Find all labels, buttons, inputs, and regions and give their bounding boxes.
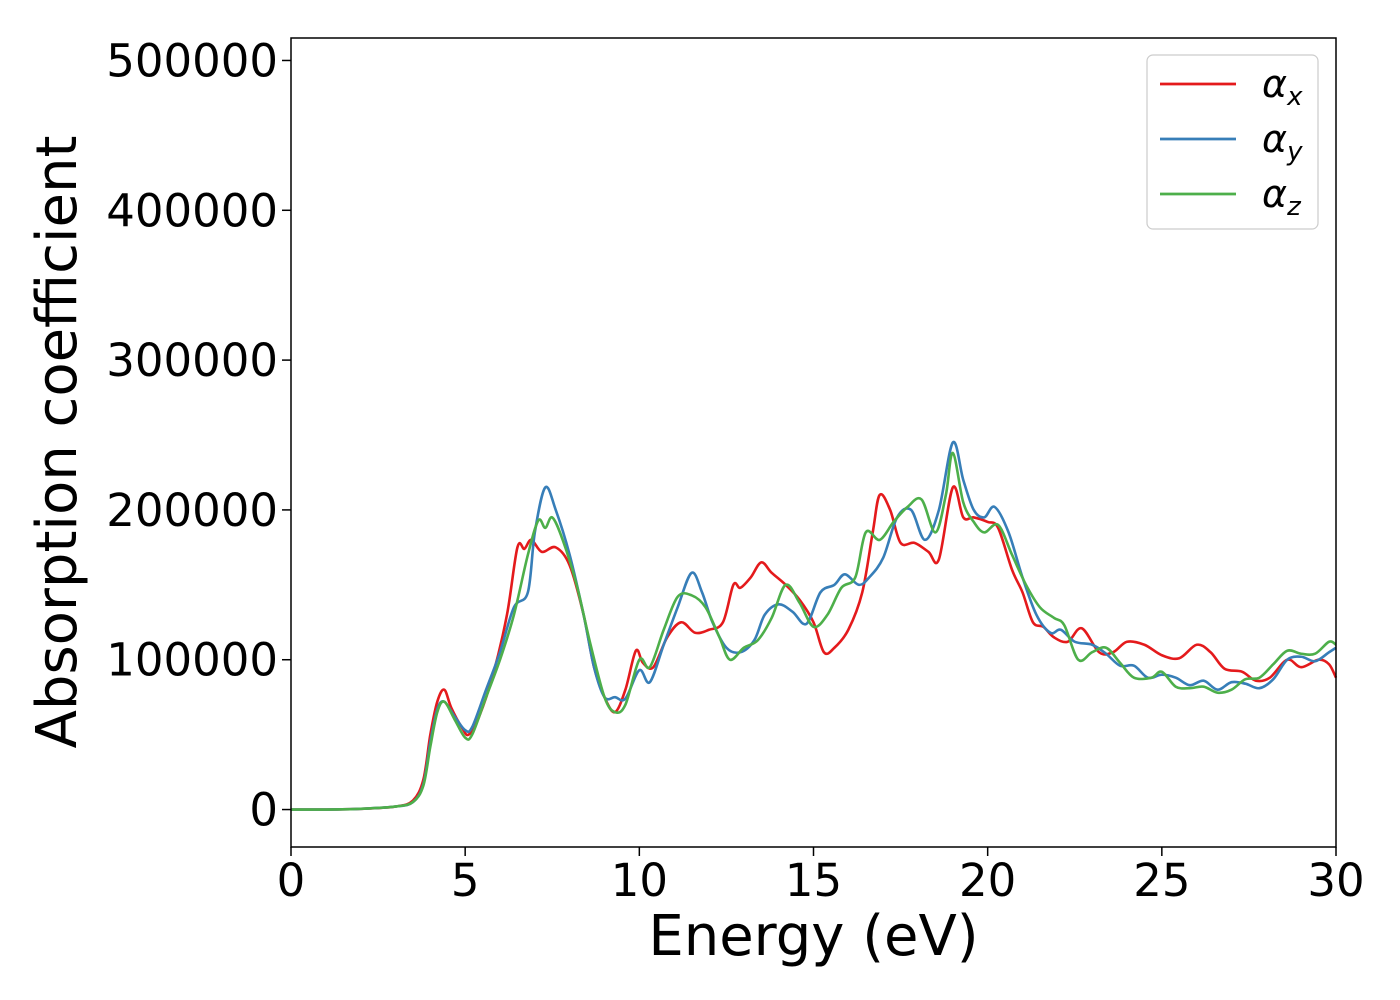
y-tick-label: 200000 xyxy=(106,484,278,537)
x-tick-label: 0 xyxy=(277,854,306,907)
x-tick-label: 30 xyxy=(1307,854,1364,907)
y-tick-label: 300000 xyxy=(106,334,278,387)
x-tick-label: 25 xyxy=(1133,854,1190,907)
series-layer xyxy=(290,440,1338,811)
x-tick-label: 10 xyxy=(611,854,668,907)
legend-box xyxy=(1146,54,1319,230)
series-line-z xyxy=(290,451,1337,811)
x-axis-title: Energy (eV) xyxy=(648,904,978,969)
x-tick-label: 20 xyxy=(959,854,1016,907)
legend-label-y: αy xyxy=(1262,117,1303,167)
series-line-x xyxy=(290,485,1338,811)
series-line-y xyxy=(290,440,1337,811)
y-tick-label: 0 xyxy=(249,784,278,837)
y-tick-label: 500000 xyxy=(106,34,278,87)
x-tick-label: 15 xyxy=(785,854,842,907)
legend-label-z: αz xyxy=(1262,172,1302,222)
legend-label-x: αx xyxy=(1262,62,1303,112)
y-tick-label: 100000 xyxy=(106,634,278,687)
y-axis: 0 100000 200000 300000 400000 500000 xyxy=(106,34,291,837)
y-tick-label: 400000 xyxy=(106,184,278,237)
y-axis-title: Absorption coefficient xyxy=(25,136,90,749)
x-tick-label: 5 xyxy=(451,854,480,907)
x-axis: 0 5 10 15 20 25 30 xyxy=(277,847,1365,907)
